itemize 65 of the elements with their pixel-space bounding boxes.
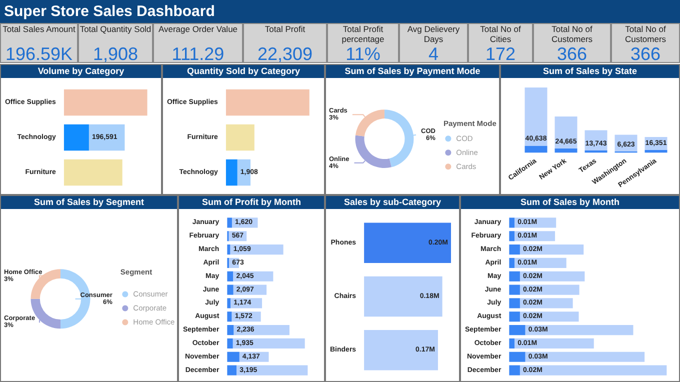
chart-title: Quantity Sold by Category bbox=[163, 65, 324, 78]
text: Total Quantity Sold bbox=[79, 24, 152, 36]
text: Total No of Cities bbox=[479, 24, 522, 44]
chart-title: Volume by Category bbox=[1, 65, 161, 78]
bar bbox=[226, 159, 238, 186]
bar bbox=[509, 325, 526, 336]
chart-title: Sales by sub-Category bbox=[326, 196, 459, 209]
text: Total No of Customers bbox=[624, 24, 668, 44]
text: Super Store Sales Dashboard bbox=[0, 0, 680, 23]
bar bbox=[64, 89, 148, 116]
text: 11% bbox=[344, 44, 382, 64]
bar bbox=[509, 231, 515, 242]
text: 366 bbox=[629, 44, 662, 64]
bar bbox=[227, 325, 234, 336]
bar bbox=[227, 218, 232, 228]
text: 1,908 bbox=[92, 44, 140, 64]
text: 196.59K bbox=[4, 44, 74, 64]
bar bbox=[227, 338, 233, 348]
bar bbox=[509, 258, 515, 268]
bar bbox=[226, 89, 310, 116]
bar bbox=[64, 124, 89, 151]
chart-title: Sum of Sales by Payment Mode bbox=[326, 65, 499, 78]
bar bbox=[227, 271, 234, 282]
bar bbox=[509, 284, 520, 295]
chart-title: Sum of Sales by Segment bbox=[1, 196, 177, 209]
bar bbox=[524, 146, 548, 153]
text: Total No of Customers bbox=[550, 24, 594, 44]
bar bbox=[520, 365, 667, 376]
text: Avg Delievery Days bbox=[406, 24, 461, 44]
bar bbox=[227, 352, 240, 362]
text: Total Sales Amount bbox=[2, 24, 76, 36]
bar bbox=[554, 148, 578, 153]
text: Total Profit percentage bbox=[340, 24, 386, 44]
bar bbox=[227, 244, 230, 255]
bar bbox=[227, 312, 232, 322]
text: 366 bbox=[556, 44, 588, 64]
bar bbox=[227, 284, 234, 295]
bar bbox=[509, 352, 526, 362]
bar bbox=[509, 338, 515, 348]
bar bbox=[509, 312, 520, 322]
text: Average Order Value bbox=[157, 24, 239, 36]
text: 172 bbox=[484, 44, 517, 64]
bar bbox=[525, 352, 645, 362]
bar bbox=[525, 325, 634, 336]
bar bbox=[509, 218, 515, 228]
bar bbox=[509, 365, 520, 376]
bar bbox=[514, 338, 594, 348]
text: 111.29 bbox=[170, 44, 226, 64]
bar bbox=[644, 150, 668, 153]
bar bbox=[226, 124, 254, 151]
bar bbox=[64, 159, 122, 186]
bar bbox=[524, 88, 548, 146]
bar bbox=[236, 365, 308, 376]
chart-title: Sum of Profit by Month bbox=[179, 196, 324, 209]
bar bbox=[509, 271, 520, 282]
text: 22,309 bbox=[256, 44, 314, 64]
bar bbox=[509, 298, 520, 308]
bar bbox=[232, 338, 305, 348]
bar bbox=[509, 244, 520, 255]
bar bbox=[227, 365, 237, 376]
text: Total Profit bbox=[264, 24, 306, 36]
chart-title: Sum of Sales by State bbox=[501, 65, 679, 78]
text: 4 bbox=[427, 44, 440, 64]
bar bbox=[227, 298, 231, 308]
chart-title: Sum of Sales by Month bbox=[461, 196, 679, 209]
